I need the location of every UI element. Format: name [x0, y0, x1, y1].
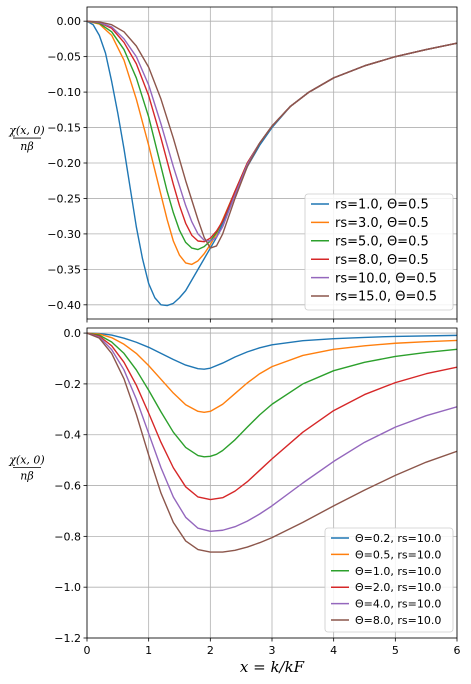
bottom-chart-y-tick-label: −0.8 [54, 530, 81, 543]
top-chart-legend-label-6: rs=15.0, Θ=0.5 [335, 290, 437, 305]
top-chart-y-tick-label: −0.10 [47, 86, 81, 99]
top-chart-legend-label-4: rs=8.0, Θ=0.5 [335, 253, 429, 268]
bottom-chart-y-tick-label: −0.2 [54, 378, 81, 391]
bottom-chart-x-tick-label: 6 [454, 644, 461, 657]
bottom-chart-series [87, 332, 457, 553]
top-chart-legend-label-1: rs=1.0, Θ=0.5 [335, 198, 429, 213]
top-chart-legend-label-5: rs=10.0, Θ=0.5 [335, 271, 437, 286]
top-chart-legend: rs=1.0, Θ=0.5 rs=3.0, Θ=0.5 rs=5.0, Θ=0.5 r… [304, 193, 454, 311]
bottom-chart-legend-box [324, 527, 454, 633]
bottom-chart-legend-label-3: Θ=1.0, rs=10.0 [355, 565, 441, 578]
top-chart-y-tick-label: −0.30 [47, 228, 81, 241]
bottom-chart-ylabel-numerator: χ(x, 0) [8, 454, 44, 467]
top-chart-y-tick-label: −0.05 [47, 51, 81, 64]
top-chart-y-axis-label: χ(x, 0) nβ [8, 124, 44, 153]
bottom-chart-series-line-4 [87, 332, 457, 501]
top-chart-legend-label-3: rs=5.0, Θ=0.5 [335, 234, 429, 249]
top-chart-panel: 0.00 −0.05 −0.10 −0.15 −0.20 −0.25 −0.30 −0.35 −… [8, 6, 458, 323]
top-chart-legend-label-2: rs=3.0, Θ=0.5 [335, 216, 429, 231]
bottom-chart-series-line-6 [87, 332, 457, 553]
top-chart-ylabel-numerator: χ(x, 0) [8, 124, 44, 137]
bottom-chart-y-tick-label: 0.0 [64, 327, 82, 340]
bottom-chart-series-line-3 [87, 332, 457, 458]
top-chart-series [87, 20, 457, 307]
top-chart-y-tick-label: 0.00 [57, 15, 82, 28]
top-chart-series-line-6 [87, 20, 457, 249]
bottom-chart-legend-label-2: Θ=0.5, rs=10.0 [355, 548, 441, 561]
bottom-chart-legend-label-4: Θ=2.0, rs=10.0 [355, 581, 441, 594]
top-chart-y-tick-label: −0.40 [47, 299, 81, 312]
bottom-chart-legend: Θ=0.2, rs=10.0 Θ=0.5, rs=10.0 Θ=1.0, rs=10… [324, 527, 454, 633]
bottom-chart-legend-label-5: Θ=4.0, rs=10.0 [355, 598, 441, 611]
bottom-chart-legend-label-1: Θ=0.2, rs=10.0 [355, 532, 441, 545]
bottom-chart-x-tick-label: 0 [84, 644, 91, 657]
bottom-chart-x-tick-label: 4 [330, 644, 337, 657]
top-chart-legend-box [304, 193, 454, 311]
bottom-chart-panel: 0 1 2 3 4 5 6 0.0 −0.2 −0.4 −0.6 −0.8 −1.0 −1.2 χ(x, … [8, 327, 460, 676]
bottom-chart-ylabel-denominator: nβ [20, 470, 33, 483]
bottom-chart-x-tick-label: 2 [207, 644, 214, 657]
bottom-chart-legend-label-6: Θ=8.0, rs=10.0 [355, 614, 441, 627]
bottom-chart-ticks: 0 1 2 3 4 5 6 0.0 −0.2 −0.4 −0.6 −0.8 −1.0 −1.2 [54, 327, 460, 657]
bottom-chart-series-line-1 [87, 332, 457, 370]
top-chart-y-tick-label: −0.20 [47, 157, 81, 170]
top-chart-y-tick-label: −0.35 [47, 263, 81, 276]
bottom-chart-y-tick-label: −1.0 [54, 581, 81, 594]
top-chart-y-tick-label: −0.25 [47, 192, 81, 205]
top-chart-ylabel-denominator: nβ [20, 140, 33, 153]
bottom-chart-y-tick-label: −0.4 [54, 429, 81, 442]
bottom-chart-x-tick-label: 1 [145, 644, 152, 657]
bottom-chart-series-line-2 [87, 332, 457, 414]
bottom-chart-x-tick-label: 5 [392, 644, 399, 657]
bottom-chart-y-tick-label: −1.2 [54, 632, 81, 645]
bottom-chart-y-axis-label: χ(x, 0) nβ [8, 454, 44, 483]
bottom-chart-y-tick-label: −0.6 [54, 480, 81, 493]
x-axis-label: x = k/kF [240, 658, 305, 676]
bottom-chart-x-tick-label: 3 [269, 644, 276, 657]
top-chart-y-tick-label: −0.15 [47, 122, 81, 135]
bottom-chart-series-line-5 [87, 332, 457, 532]
top-chart-ticks: 0.00 −0.05 −0.10 −0.15 −0.20 −0.25 −0.30 −0.35 −… [47, 15, 458, 323]
